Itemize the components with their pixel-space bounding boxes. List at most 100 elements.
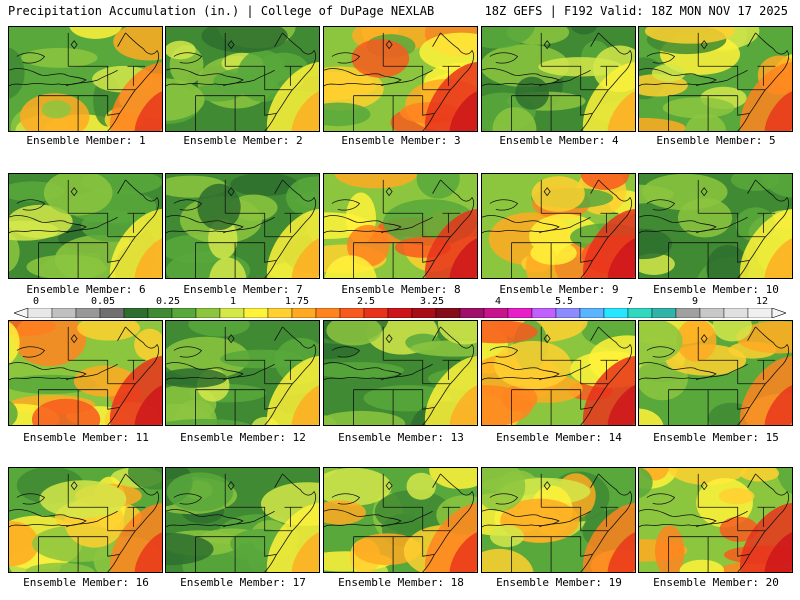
colorbar-segment xyxy=(147,308,173,318)
ensemble-member-map xyxy=(8,320,163,426)
colorbar-tick-label: 5.5 xyxy=(554,296,574,307)
colorbar-segment xyxy=(219,308,245,318)
precip-field xyxy=(166,468,319,572)
colorbar-segment xyxy=(315,308,341,318)
ensemble-member-map xyxy=(8,173,163,279)
colorbar-segment xyxy=(459,308,485,318)
ensemble-member-label: Ensemble Member: 2 xyxy=(183,134,303,147)
ensemble-member-label: Ensemble Member: 5 xyxy=(656,134,776,147)
ensemble-member-label: Ensemble Member: 4 xyxy=(499,134,619,147)
precip-colorbar xyxy=(14,308,786,318)
ensemble-member-label: Ensemble Member: 3 xyxy=(341,134,461,147)
ensemble-member-map xyxy=(165,467,320,573)
colorbar-segment xyxy=(555,308,581,318)
colorbar-segment xyxy=(75,308,101,318)
ensemble-member-label: Ensemble Member: 17 xyxy=(180,576,306,589)
colorbar-tick-label: 7 xyxy=(626,296,634,307)
ensemble-member-label: Ensemble Member: 6 xyxy=(26,283,146,296)
ensemble-member-label: Ensemble Member: 12 xyxy=(180,431,306,444)
precip-field xyxy=(166,321,319,425)
precip-field xyxy=(482,174,635,278)
colorbar-segment xyxy=(51,308,77,318)
ensemble-member-label: Ensemble Member: 13 xyxy=(338,431,464,444)
colorbar-segment xyxy=(267,308,293,318)
precip-field xyxy=(166,27,319,131)
colorbar-segment xyxy=(171,308,197,318)
colorbar-segment xyxy=(507,308,533,318)
precip-field xyxy=(9,468,162,572)
colorbar-segment xyxy=(435,308,461,318)
ensemble-member-label: Ensemble Member: 18 xyxy=(338,576,464,589)
colorbar-segment xyxy=(483,308,509,318)
precip-field xyxy=(639,468,792,572)
precip-field xyxy=(324,468,477,572)
ensemble-member-label: Ensemble Member: 7 xyxy=(183,283,303,296)
ensemble-member-label: Ensemble Member: 9 xyxy=(499,283,619,296)
ensemble-member-label: Ensemble Member: 8 xyxy=(341,283,461,296)
colorbar-tick-label: 2.5 xyxy=(356,296,376,307)
precip-field xyxy=(9,321,162,425)
model-valid-time: 18Z GEFS | F192 Valid: 18Z MON NOV 17 20… xyxy=(484,4,788,18)
ensemble-member-map xyxy=(323,173,478,279)
colorbar-max-arrow xyxy=(771,308,786,318)
ensemble-member-label: Ensemble Member: 14 xyxy=(496,431,622,444)
colorbar-tick-label: 0.25 xyxy=(155,296,181,307)
ensemble-member-map xyxy=(8,26,163,132)
ensemble-member-map xyxy=(481,467,636,573)
ensemble-member-map xyxy=(165,173,320,279)
ensemble-member-map xyxy=(8,467,163,573)
ensemble-member-map xyxy=(481,173,636,279)
precip-field xyxy=(324,321,477,425)
colorbar-segment xyxy=(339,308,365,318)
ensemble-member-label: Ensemble Member: 15 xyxy=(653,431,779,444)
colorbar-tick-label: 9 xyxy=(691,296,699,307)
colorbar-segment xyxy=(123,308,149,318)
ensemble-member-map xyxy=(165,26,320,132)
precip-field xyxy=(482,27,635,131)
colorbar-segment xyxy=(27,308,53,318)
ensemble-member-map xyxy=(638,320,793,426)
colorbar-tick-label: 0 xyxy=(32,296,40,307)
precip-field xyxy=(482,321,635,425)
ensemble-member-map xyxy=(638,26,793,132)
colorbar-tick-label: 3.25 xyxy=(419,296,445,307)
colorbar-tick-label: 4 xyxy=(494,296,502,307)
precip-field xyxy=(639,321,792,425)
ensemble-member-map xyxy=(323,320,478,426)
colorbar-tick-label: 0.05 xyxy=(90,296,116,307)
colorbar-tick-label: 1.75 xyxy=(284,296,310,307)
ensemble-member-map xyxy=(165,320,320,426)
ensemble-member-label: Ensemble Member: 20 xyxy=(653,576,779,589)
colorbar-segment xyxy=(387,308,413,318)
ensemble-member-map xyxy=(481,26,636,132)
ensemble-member-map xyxy=(323,467,478,573)
colorbar-segment xyxy=(291,308,317,318)
precip-field xyxy=(324,27,477,131)
precip-field xyxy=(324,174,477,278)
colorbar-segment xyxy=(531,308,557,318)
colorbar-segment xyxy=(363,308,389,318)
colorbar-segment xyxy=(243,308,269,318)
colorbar-segment xyxy=(651,308,677,318)
ensemble-member-label: Ensemble Member: 10 xyxy=(653,283,779,296)
colorbar-segment xyxy=(603,308,629,318)
colorbar-segment xyxy=(99,308,125,318)
colorbar-segment xyxy=(627,308,653,318)
precip-field xyxy=(639,174,792,278)
ensemble-member-map xyxy=(323,26,478,132)
precip-field xyxy=(166,174,319,278)
colorbar-segment xyxy=(411,308,437,318)
precip-field xyxy=(9,27,162,131)
ensemble-member-label: Ensemble Member: 16 xyxy=(23,576,149,589)
colorbar-segment xyxy=(699,308,725,318)
ensemble-member-map xyxy=(638,467,793,573)
ensemble-member-label: Ensemble Member: 11 xyxy=(23,431,149,444)
colorbar-tick-label: 1 xyxy=(229,296,237,307)
map-title: Precipitation Accumulation (in.) | Colle… xyxy=(8,4,435,18)
ensemble-member-label: Ensemble Member: 1 xyxy=(26,134,146,147)
colorbar-segment xyxy=(723,308,749,318)
colorbar-segment xyxy=(747,308,773,318)
precip-field xyxy=(9,174,162,278)
ensemble-member-map xyxy=(638,173,793,279)
colorbar-min-arrow xyxy=(14,308,29,318)
